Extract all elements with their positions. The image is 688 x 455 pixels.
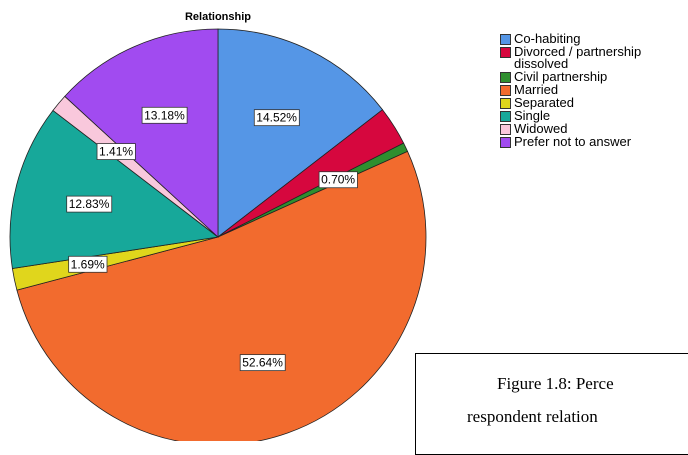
data-label: 1.69% xyxy=(68,255,108,273)
chart-title: Relationship xyxy=(185,11,251,23)
data-label: 0.70% xyxy=(318,171,358,189)
legend-label: Married xyxy=(514,82,559,97)
data-label: 13.18% xyxy=(141,106,188,124)
data-label-box xyxy=(68,255,108,273)
legend-item: Married xyxy=(500,82,682,97)
legend: Co-habiting Divorced / partnership dissol… xyxy=(500,31,682,149)
caption-line: Figure 1.8: Perce xyxy=(497,374,614,393)
data-label: 14.52% xyxy=(253,109,300,127)
legend-item: Prefer not to answer xyxy=(500,134,682,149)
legend-swatch xyxy=(500,137,511,148)
chart: Relationship 14.52% 0.70% 52.64% 1.69% 12.83… xyxy=(9,11,427,441)
data-label-text: 14.52% xyxy=(256,111,297,125)
data-label: 12.83% xyxy=(66,195,113,213)
data-label-text: 13.18% xyxy=(144,108,185,122)
data-label-text: 12.83% xyxy=(69,197,110,211)
legend-item: Widowed xyxy=(500,121,682,136)
pie-slice xyxy=(217,28,384,238)
legend-item: Separated xyxy=(500,95,682,110)
pie-slice xyxy=(64,28,219,238)
legend-label: Widowed xyxy=(514,121,568,136)
data-label-text: 52.64% xyxy=(242,356,283,370)
caption-box: Figure 1.8: Perce respondent relation xyxy=(415,353,688,455)
data-label-text: 1.41% xyxy=(99,145,133,159)
data-label-text: 1.69% xyxy=(71,257,105,271)
data-label-box xyxy=(318,171,358,189)
pie-slice xyxy=(9,109,219,269)
data-label-box xyxy=(239,354,286,372)
data-label: 52.64% xyxy=(239,354,286,372)
legend-item: Civil partnership xyxy=(500,69,682,84)
data-label: 1.41% xyxy=(96,143,136,160)
legend-label: Civil partnership xyxy=(514,69,608,84)
page: {"chart_data": {"type": "pie", "title": … xyxy=(9,10,688,455)
data-label-box xyxy=(66,195,113,213)
data-label-box xyxy=(253,109,300,127)
legend-swatch xyxy=(500,34,511,45)
legend-label: Single xyxy=(514,108,551,123)
legend-label: Separated xyxy=(514,95,574,110)
legend-label: Divorced / partnership dissolved xyxy=(514,44,642,71)
pie-slice xyxy=(16,150,427,441)
legend-swatch xyxy=(500,111,511,122)
legend-swatch xyxy=(500,47,511,58)
legend-swatch xyxy=(500,98,511,109)
legend-swatch xyxy=(500,124,511,135)
data-label-box xyxy=(96,143,136,160)
legend-item: Divorced / partnership dissolved xyxy=(500,44,682,71)
legend-item: Co-habiting xyxy=(500,31,682,46)
legend-swatch xyxy=(500,72,511,83)
legend-label: Co-habiting xyxy=(514,31,581,46)
legend-swatch xyxy=(500,85,511,96)
caption-line: respondent relation xyxy=(467,407,598,426)
data-label-text: 0.70% xyxy=(321,173,355,187)
data-label-box xyxy=(141,106,188,124)
legend-item: Single xyxy=(500,108,682,123)
legend-label: Prefer not to answer xyxy=(514,134,632,149)
